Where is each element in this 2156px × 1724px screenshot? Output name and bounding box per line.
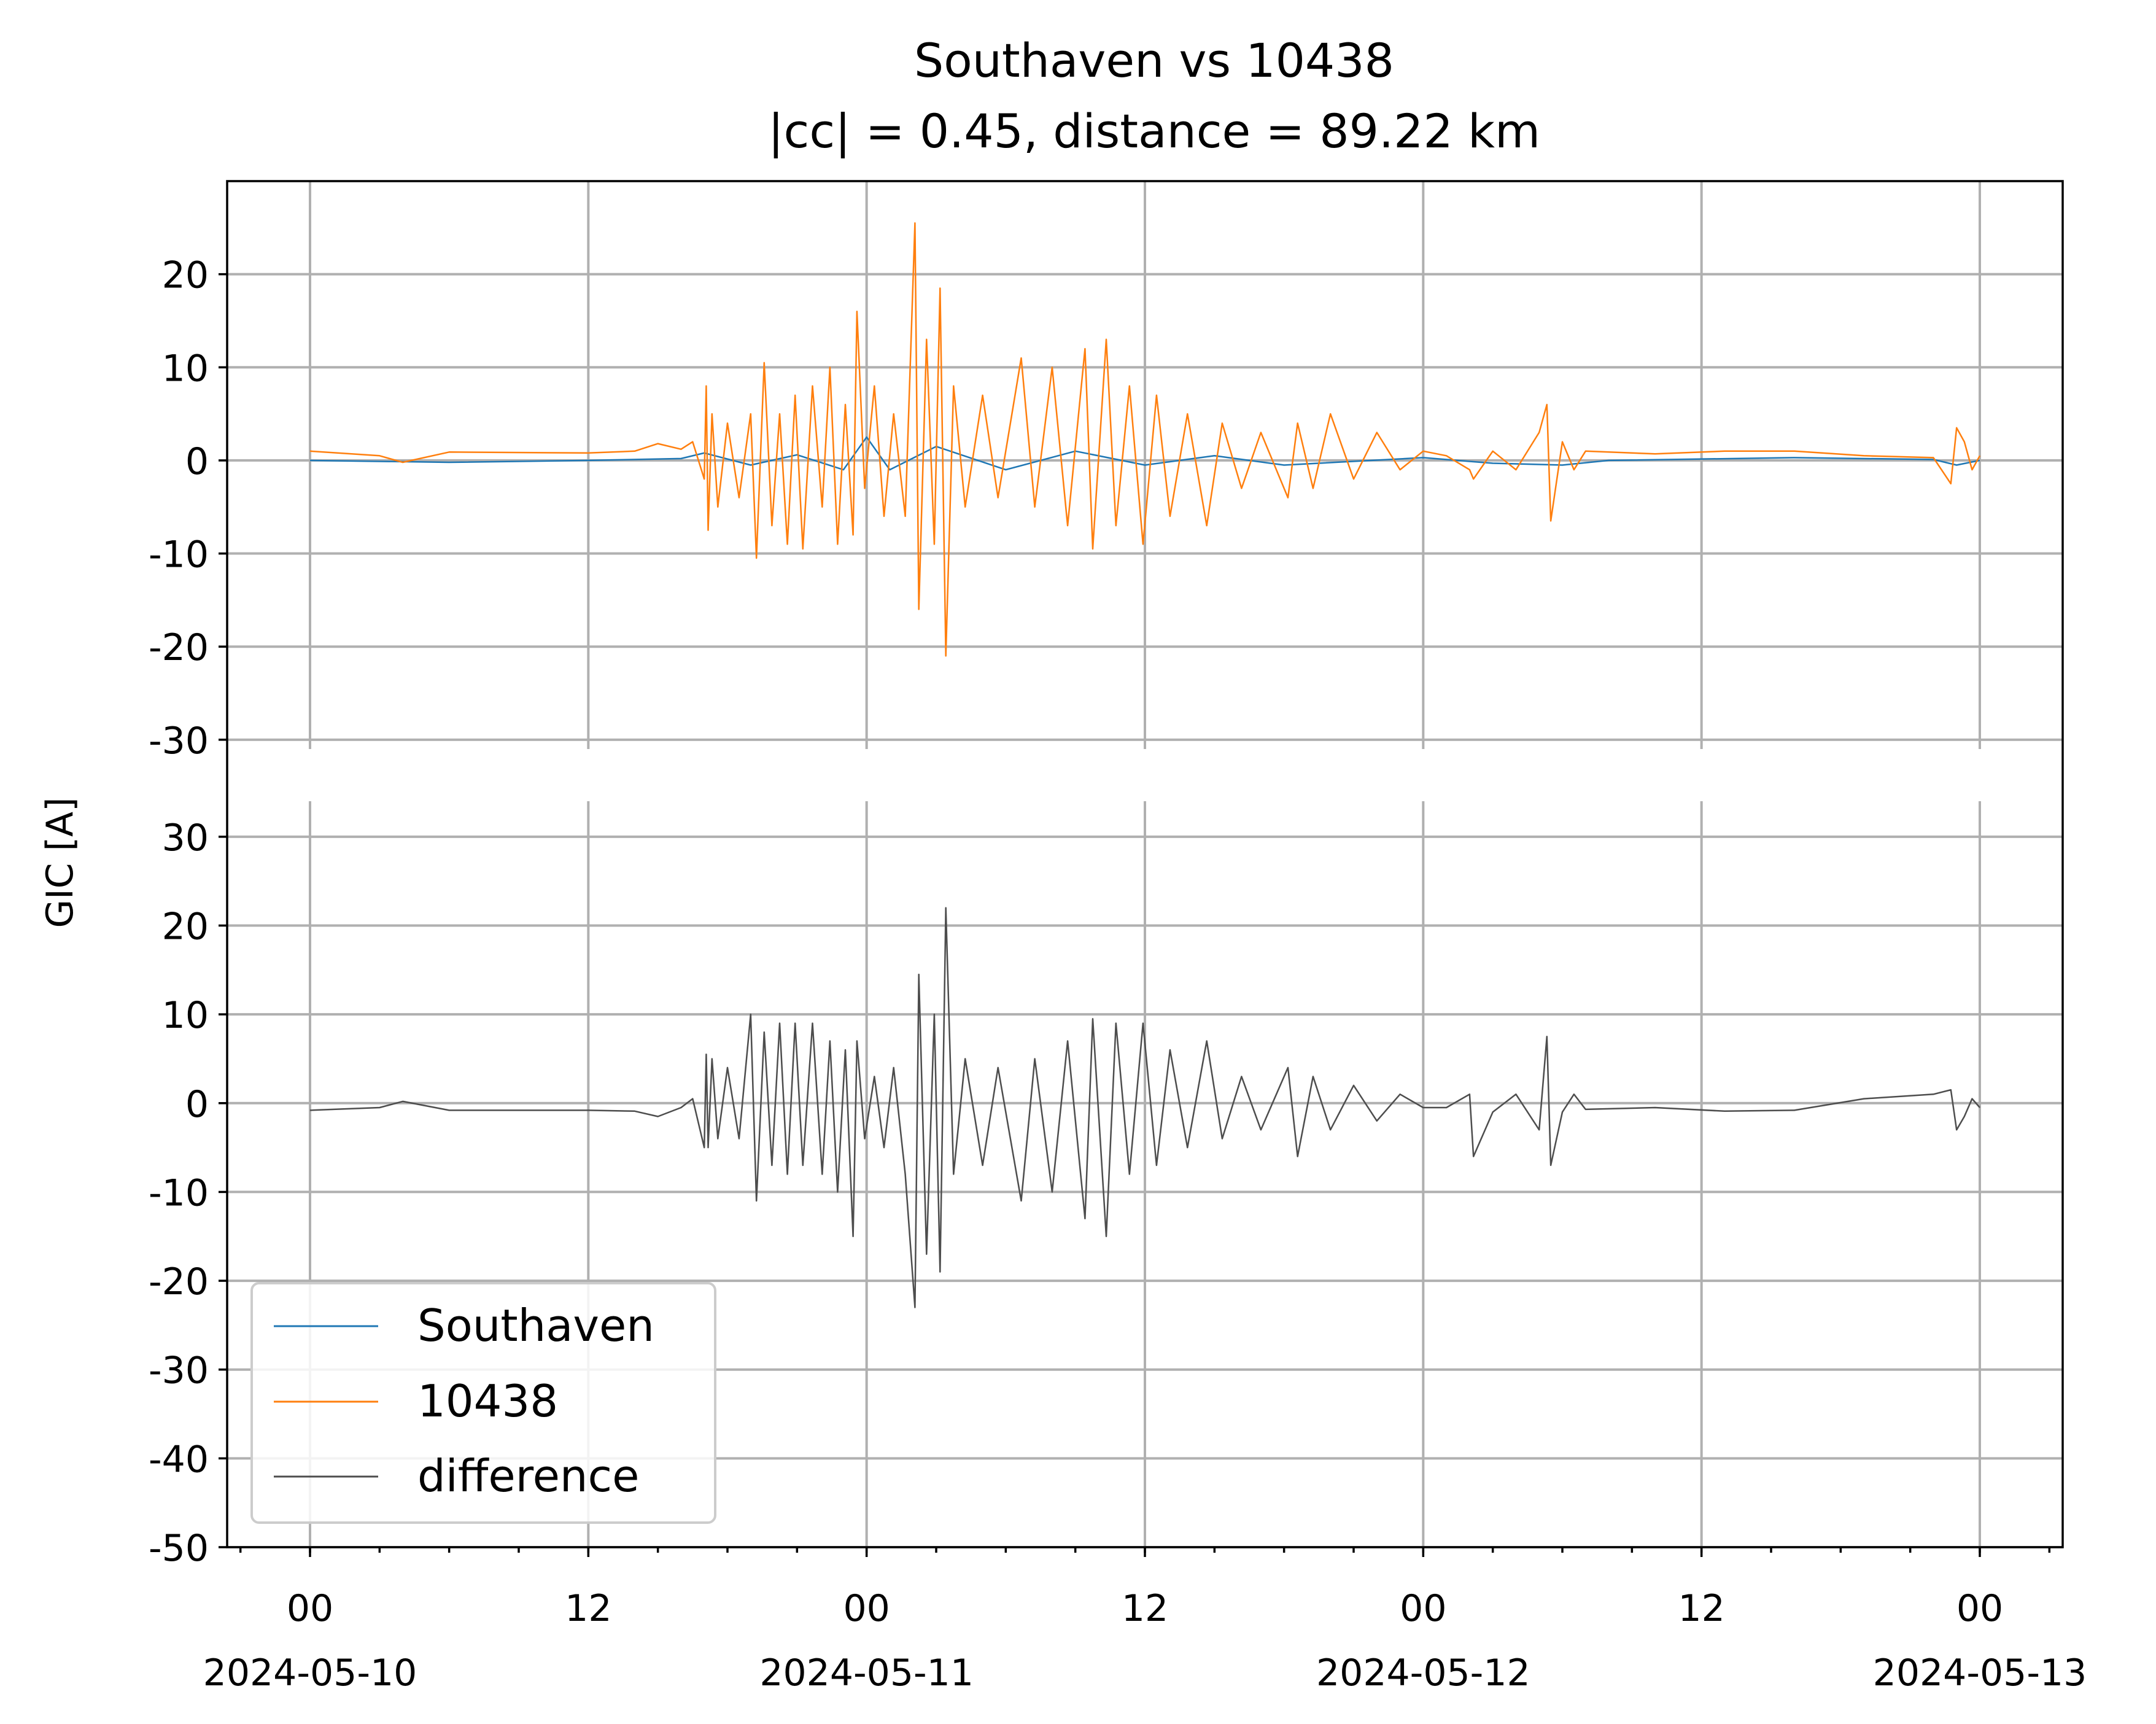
legend-label-10438: 10438 xyxy=(417,1375,558,1427)
x-tick-label-hour: 00 xyxy=(1956,1587,2003,1630)
top-panel: 20 10 0 -10 -20 -30 xyxy=(149,181,2063,763)
y-tick-label: 20 xyxy=(162,906,209,949)
x-tick-label-hour: 00 xyxy=(287,1587,333,1630)
x-tick-label-hour: 12 xyxy=(1678,1587,1724,1630)
x-tick-label-hour: 00 xyxy=(843,1587,890,1630)
x-tick-label-hour: 12 xyxy=(565,1587,611,1630)
legend: Southaven 10438 difference xyxy=(250,1282,716,1524)
y-tick-label: 10 xyxy=(162,994,209,1037)
series-line-difference xyxy=(309,907,1980,1308)
y-tick-label: -30 xyxy=(149,1349,209,1392)
y-axis-label: GIC [A] xyxy=(39,797,82,928)
x-tick-label-date: 2024-05-10 xyxy=(203,1652,417,1695)
y-tick-label: 30 xyxy=(162,817,209,860)
y-tick-label: -10 xyxy=(149,1171,209,1214)
x-axis: 00 2024-05-10 12 00 2024-05-11 12 00 2024-05-12… xyxy=(203,1547,2087,1695)
series-line-10438 xyxy=(309,222,1981,657)
y-tick-label: 20 xyxy=(162,254,209,297)
x-tick-label-date: 2024-05-11 xyxy=(759,1652,974,1695)
plot-frame xyxy=(226,180,2064,1548)
legend-label-southaven: Southaven xyxy=(417,1300,654,1351)
x-tick-label-date: 2024-05-13 xyxy=(1873,1652,2087,1695)
y-tick-label: -40 xyxy=(149,1438,209,1481)
y-tick-label: 0 xyxy=(185,440,209,483)
x-tick-label-date: 2024-05-12 xyxy=(1316,1652,1530,1695)
x-tick-label-hour: 00 xyxy=(1400,1587,1446,1630)
y-tick-label: -10 xyxy=(149,534,209,577)
y-tick-label: -20 xyxy=(149,1260,209,1303)
y-tick-label: -50 xyxy=(149,1527,209,1570)
y-tick-label: 0 xyxy=(185,1083,209,1126)
legend-label-difference: difference xyxy=(417,1450,639,1502)
y-tick-label: 10 xyxy=(162,347,209,390)
chart-subtitle: |cc| = 0.45, distance = 89.22 km xyxy=(768,104,1540,159)
chart-title: Southaven vs 10438 xyxy=(914,33,1394,88)
x-tick-label-hour: 12 xyxy=(1122,1587,1168,1630)
y-tick-label: -20 xyxy=(149,626,209,669)
legend-frame xyxy=(250,1282,716,1524)
y-tick-label: -30 xyxy=(149,720,209,763)
